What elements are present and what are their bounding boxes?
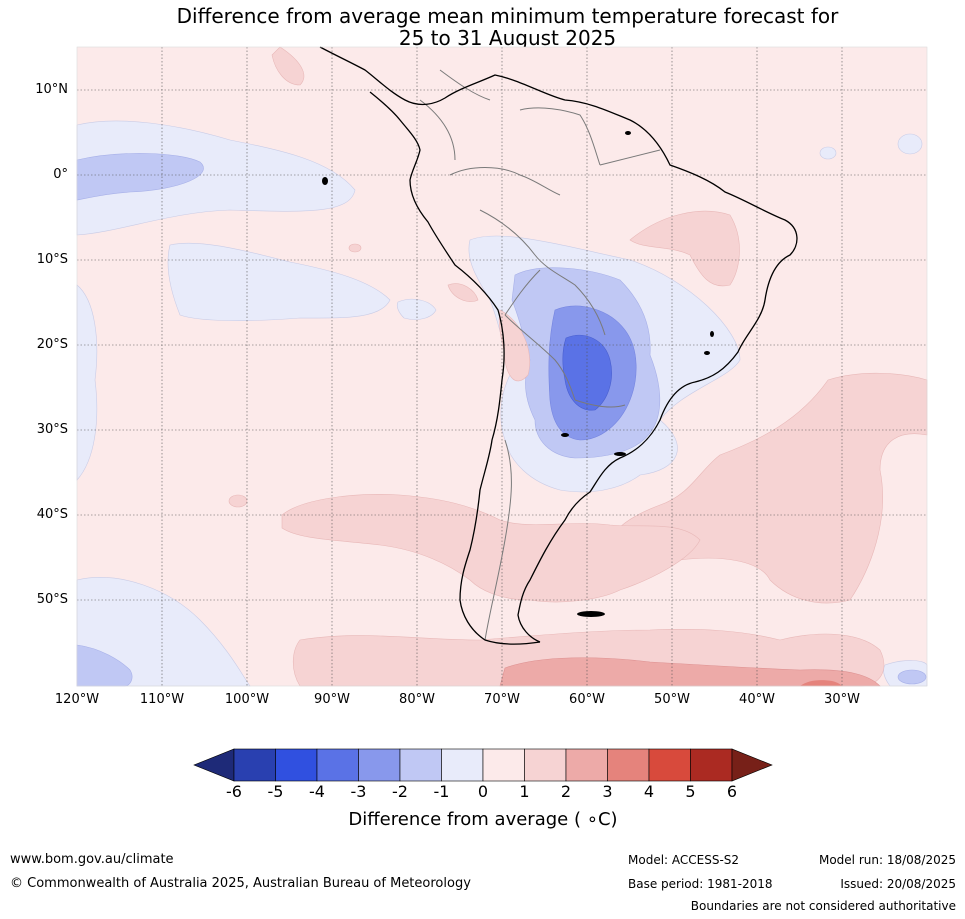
- country-borders: [419, 69, 661, 641]
- footer-disclaimer: Boundaries are not considered authoritat…: [690, 899, 956, 913]
- lon-label: 110°W: [139, 692, 185, 707]
- footer-model: Model: ACCESS-S2: [628, 853, 740, 867]
- footer-url: www.bom.gov.au/climate: [10, 852, 174, 867]
- colorbar-tick: -6: [226, 782, 242, 801]
- colorbar-tick: -3: [350, 782, 367, 801]
- forecast-map: [76, 46, 928, 687]
- colorbar-cell: [193, 748, 235, 782]
- lon-label: 80°W: [399, 692, 435, 707]
- lon-label: 60°W: [569, 692, 605, 707]
- lon-label: 70°W: [484, 692, 520, 707]
- colorbar-cell: [399, 748, 442, 782]
- footer-base-period: Base period: 1981-2018: [628, 877, 773, 891]
- colorbar-cell: [275, 748, 318, 782]
- footer-copyright: © Commonwealth of Australia 2025, Austra…: [10, 876, 471, 891]
- colorbar-tick: 6: [726, 782, 738, 801]
- anomaly-warmest: [800, 680, 842, 686]
- map-title-line1: Difference from average mean minimum tem…: [176, 4, 839, 28]
- colorbar-tick: 4: [643, 782, 655, 801]
- lon-label: 40°W: [739, 692, 775, 707]
- colorbar-tick: -1: [433, 782, 450, 801]
- anomaly-warmer: [499, 657, 881, 687]
- map-frame: [76, 46, 928, 687]
- colorbar-tick: 0: [477, 782, 489, 801]
- lon-label: 100°W: [224, 692, 270, 707]
- colorbar-tick: -2: [392, 782, 408, 801]
- colorbar-cell: [607, 748, 650, 782]
- lat-label: 50°S: [36, 592, 68, 607]
- lat-label: 30°S: [36, 422, 68, 437]
- colorbar-tick: 5: [685, 782, 696, 801]
- lat-label: 20°S: [36, 337, 68, 352]
- colorbar-tick: 1: [519, 782, 530, 801]
- lon-label: 90°W: [314, 692, 350, 707]
- colorbar-tick: 2: [560, 782, 572, 801]
- lon-label: 30°W: [824, 692, 860, 707]
- colorbar-cell: [648, 748, 691, 782]
- colorbar-cell: [441, 748, 484, 782]
- lat-label: 40°S: [36, 507, 68, 522]
- lat-label: 0°: [53, 167, 68, 182]
- colorbar-cell: [482, 748, 525, 782]
- graticule: [77, 47, 927, 686]
- islands: [322, 131, 714, 617]
- lon-label: 120°W: [54, 692, 100, 707]
- colorbar-cell: [731, 748, 773, 782]
- coastline: [319, 46, 798, 645]
- colorbar-cell: [316, 748, 359, 782]
- colorbar-cell: [690, 748, 733, 782]
- colorbar-title: Difference from average ( ∘C): [348, 809, 618, 830]
- colorbar: [193, 748, 773, 782]
- lon-label: 50°W: [654, 692, 690, 707]
- colorbar-tick: -4: [309, 782, 325, 801]
- map-title-line2: 25 to 31 August 2025: [398, 26, 617, 50]
- footer-model-run: Model run: 18/08/2025: [818, 853, 956, 867]
- lat-label: 10°N: [35, 82, 68, 97]
- colorbar-cell: [565, 748, 608, 782]
- colorbar-tick: 3: [602, 782, 613, 801]
- colorbar-cell: [358, 748, 401, 782]
- colorbar-cell: [233, 748, 276, 782]
- colorbar-tick: -5: [267, 782, 284, 801]
- footer-issued: Issued: 20/08/2025: [840, 877, 956, 891]
- colorbar-cell: [524, 748, 567, 782]
- lat-label: 10°S: [36, 252, 68, 267]
